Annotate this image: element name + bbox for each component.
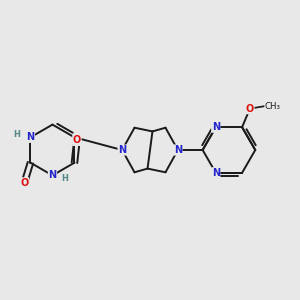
Text: O: O (73, 135, 81, 146)
Text: N: N (118, 145, 126, 155)
Text: H: H (13, 130, 20, 139)
Text: O: O (246, 103, 254, 114)
Text: N: N (212, 168, 220, 178)
Text: H: H (61, 174, 68, 183)
Text: CH₃: CH₃ (265, 102, 281, 111)
Text: N: N (212, 122, 220, 132)
Text: N: N (26, 132, 34, 142)
Text: N: N (174, 145, 182, 155)
Text: N: N (48, 170, 56, 180)
Text: O: O (20, 178, 28, 188)
